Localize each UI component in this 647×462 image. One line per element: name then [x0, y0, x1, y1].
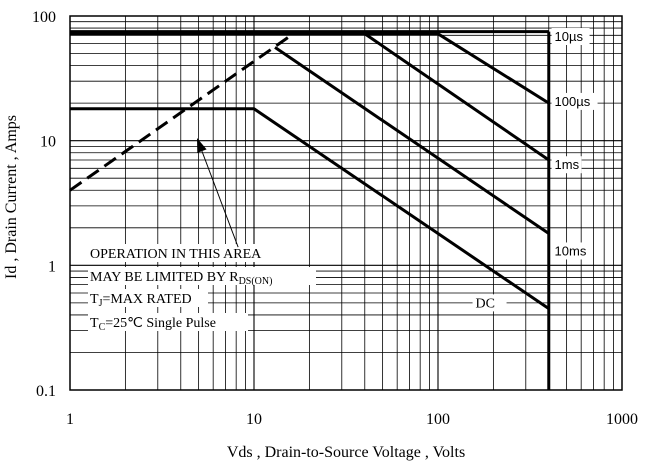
plot-frame [69, 15, 623, 391]
y-tick-label: 10 [40, 134, 56, 151]
tick-labels: 1 10 100 1000 0.1 1 10 100 [32, 9, 638, 428]
annotation-arrow [201, 150, 239, 248]
annotation-line-3-sub: J [99, 298, 103, 309]
x-tick-label: 10 [246, 411, 262, 428]
soa-line-10ms [274, 46, 550, 235]
annotation-line-4-rest: =25℃ Single Pulse [105, 316, 216, 331]
y-tick-label: 0.1 [36, 383, 56, 400]
soa-line-1ms [70, 32, 550, 162]
annotation-line-2: MAY BE LIMITED BY RDS(ON) [90, 270, 272, 287]
annotation-line-3: TJ=MAX RATED [90, 292, 192, 309]
curve-labels: 10µs 100µs 1ms 10ms DC [472, 28, 598, 312]
x-tick-label: 100 [426, 411, 450, 428]
curve-label-1ms: 1ms [555, 157, 580, 172]
annotation-line-1: OPERATION IN THIS AREA [90, 247, 262, 262]
x-tick-label: 1000 [606, 411, 638, 428]
annotation-line-2-sub: DS(ON) [239, 276, 273, 287]
annotation-arrowhead [197, 138, 207, 153]
annotation-line-4-sub: C [99, 322, 106, 333]
soa-curves [69, 30, 551, 390]
annotation-bg [88, 267, 316, 285]
curve-label-dc: DC [476, 296, 495, 311]
annotation: OPERATION IN THIS AREA MAY BE LIMITED BY… [88, 138, 316, 333]
curve-label-10s: 10µs [555, 29, 584, 44]
curve-label-100s: 100µs [555, 94, 591, 109]
curve-label-bg [551, 156, 582, 174]
x-axis-label: Vds , Drain-to-Source Voltage , Volts [227, 444, 465, 461]
annotation-line-3-main: T [90, 292, 99, 307]
y-tick-label: 1 [48, 258, 56, 275]
curve-label-bg [551, 242, 590, 260]
annotation-bg [88, 313, 248, 331]
x-tick-label: 1 [66, 411, 74, 428]
curve-label-10ms: 10ms [555, 243, 587, 258]
grid [70, 16, 622, 390]
curve-label-bg [472, 294, 507, 312]
annotation-bg [88, 244, 298, 262]
annotation-line-4-main: T [90, 316, 99, 331]
soa-line-dc [70, 107, 550, 310]
annotation-bg [88, 289, 208, 307]
y-axis-label: Id , Drain Current , Amps [3, 115, 20, 279]
curve-label-bg [551, 92, 598, 110]
curve-label-bg [551, 28, 590, 46]
annotation-line-3-rest: =MAX RATED [102, 292, 191, 307]
annotation-line-2-main: MAY BE LIMITED BY R [90, 270, 239, 285]
rds-limit-line [69, 30, 298, 192]
y-tick-label: 100 [32, 9, 56, 26]
annotation-line-4: TC=25℃ Single Pulse [90, 316, 216, 333]
